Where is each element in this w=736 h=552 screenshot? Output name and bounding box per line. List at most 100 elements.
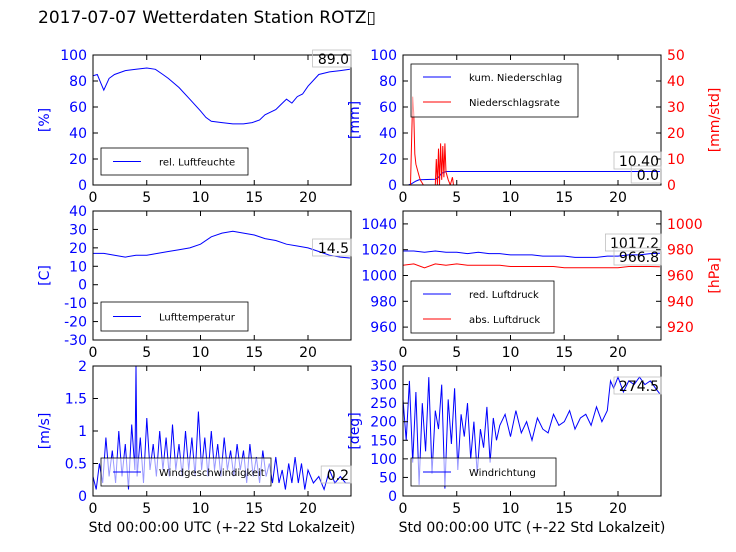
pressure-ytick-label: 1040 <box>361 217 397 233</box>
humidity-ytick-label: 60 <box>69 100 87 116</box>
wind-speed-xtick-label: 15 <box>245 501 263 517</box>
pressure-series-2-line <box>403 263 660 269</box>
temperature-ytick-label: -20 <box>64 315 87 331</box>
wind-speed-legend-label: Windgeschwindigkeit <box>159 468 265 479</box>
temperature-ytick-label: -10 <box>64 296 87 312</box>
temperature-legend: Lufttemperatur <box>100 301 249 332</box>
wind-direction-ytick-label: 250 <box>370 396 397 412</box>
temperature-xtick-label: 20 <box>299 345 317 361</box>
humidity-ytick-label: 20 <box>69 152 87 168</box>
humidity-xtick-label: 5 <box>142 190 151 206</box>
humidity-xtick-label: 0 <box>89 190 98 206</box>
wind-speed-annotation-box <box>320 465 352 484</box>
wind-speed-xtick-label: 0 <box>89 501 98 517</box>
humidity-ytick-label: 40 <box>69 126 87 142</box>
humidity-panel: 0 5 10 15 20 0 20 40 60 80 100 [%] rel. Luftfeuchte 8… <box>37 48 352 206</box>
wind-speed-xtick-label: 20 <box>299 501 317 517</box>
humidity-annotation-box <box>312 49 352 68</box>
wind-direction-legend-label: Windrichtung <box>469 468 536 479</box>
precipitation-xtick-label: 0 <box>399 190 408 206</box>
precipitation-panel: 0 5 10 15 20 0 20 40 60 80 100 0 10 20 30 40 50 [mm] [mm/s… <box>347 48 723 206</box>
precipitation-ylabel: [mm] <box>347 101 363 139</box>
wind-direction-xtick-label: 15 <box>555 501 573 517</box>
precipitation-legend: kum. Niederschlag Niederschlagsrate <box>410 63 579 118</box>
temperature-panel: 0 5 10 15 20 -30 -20 -10 0 10 20 30 40 [C] Lufttempera… <box>37 204 352 361</box>
pressure-xtick-label: 20 <box>609 345 627 361</box>
humidity-xtick-label: 20 <box>299 190 317 206</box>
precipitation-annotation-box <box>630 165 662 184</box>
humidity-annotation-label: 89.0 <box>318 52 349 68</box>
precipitation-annotation-label: 0.0 <box>637 168 659 184</box>
temperature-xtick-label: 0 <box>89 345 98 361</box>
pressure-y2tick-label: 980 <box>667 243 694 259</box>
pressure-series-1-line <box>403 250 660 258</box>
wind-direction-xtick-label: 20 <box>609 501 627 517</box>
pressure-y2tick-label: 960 <box>667 269 694 285</box>
temperature-series-1-line <box>93 230 350 259</box>
wind-direction-frame <box>402 365 662 497</box>
precipitation-y2tick-label: 50 <box>667 48 685 64</box>
pressure-legend-box <box>410 280 555 334</box>
precipitation-ytick-label: 0 <box>388 178 397 194</box>
precipitation-xtick-label: 5 <box>452 190 461 206</box>
wind-speed-legend-box <box>100 457 272 487</box>
precipitation-legend-box <box>410 63 579 118</box>
precipitation-y2tick-label: 40 <box>667 74 685 90</box>
pressure-xtick-label: 0 <box>399 345 408 361</box>
temperature-ylabel: [C] <box>37 265 53 286</box>
wind-speed-ylabel: [m/s] <box>37 413 53 450</box>
wind-direction-xtick-label: 10 <box>502 501 520 517</box>
temperature-ytick-label: 0 <box>78 278 87 294</box>
precipitation-series-2-line <box>403 96 660 185</box>
wind-direction-ytick-label: 50 <box>379 470 397 486</box>
wind-speed-ytick-label: 2 <box>78 359 87 375</box>
pressure-ytick-label: 1000 <box>361 269 397 285</box>
precipitation-y2tick-label: 20 <box>667 126 685 142</box>
temperature-ytick-label: 40 <box>69 204 87 220</box>
humidity-xtick-label: 15 <box>245 190 263 206</box>
wind-direction-xlabel: Std 00:00:00 UTC (+-22 Std Lokalzeit) <box>399 520 666 536</box>
wind-direction-legend: Windrichtung <box>410 457 557 487</box>
precipitation-legend-label: Niederschlagsrate <box>469 98 560 109</box>
wind-speed-xtick-label: 10 <box>192 501 210 517</box>
wind-direction-xtick-label: 5 <box>452 501 461 517</box>
temperature-annotation-label: 14.5 <box>318 241 349 257</box>
pressure-xtick-label: 5 <box>452 345 461 361</box>
pressure-ytick-label: 1020 <box>361 243 397 259</box>
pressure-legend: red. Luftdruck abs. Luftdruck <box>410 280 555 334</box>
figure-title: 2017-07-07 Wetterdaten Station ROTZ▯ <box>38 8 376 28</box>
pressure-y2tick-label: 1000 <box>667 217 703 233</box>
temperature-frame <box>92 210 352 341</box>
humidity-frame <box>92 54 352 186</box>
precipitation-ytick-label: 60 <box>379 100 397 116</box>
temperature-annotation-box <box>312 238 352 257</box>
humidity-ylabel: [%] <box>37 108 53 132</box>
pressure-ytick-label: 960 <box>370 320 397 336</box>
wind-speed-series-1-line <box>93 366 350 492</box>
humidity-ytick-label: 0 <box>78 178 87 194</box>
pressure-legend-label: abs. Luftdruck <box>469 315 540 326</box>
wind-speed-annotation-label: 0.2 <box>327 468 349 484</box>
pressure-y2tick-label: 940 <box>667 294 694 310</box>
temperature-ytick-label: 20 <box>69 241 87 257</box>
wind-speed-ytick-label: 0 <box>78 489 87 505</box>
pressure-xtick-label: 15 <box>555 345 573 361</box>
humidity-xtick-label: 10 <box>192 190 210 206</box>
wind-speed-xlabel: Std 00:00:00 UTC (+-22 Std Lokalzeit) <box>89 520 356 536</box>
precipitation-ytick-label: 80 <box>379 74 397 90</box>
temperature-xtick-label: 15 <box>245 345 263 361</box>
pressure-legend-label: red. Luftdruck <box>469 290 539 301</box>
precipitation-legend-label: kum. Niederschlag <box>469 73 562 84</box>
pressure-annotation-box <box>604 233 662 252</box>
precipitation-ytick-label: 100 <box>370 48 397 64</box>
precipitation-xtick-label: 20 <box>609 190 627 206</box>
wind-direction-ytick-label: 150 <box>370 433 397 449</box>
temperature-legend-label: Lufttemperatur <box>159 313 236 324</box>
temperature-ytick-label: 30 <box>69 222 87 238</box>
wind-direction-series-1-line <box>403 375 661 489</box>
humidity-legend: rel. Luftfeuchte <box>100 147 249 176</box>
precipitation-frame <box>402 54 662 186</box>
precipitation-y2tick-label: 10 <box>667 152 685 168</box>
